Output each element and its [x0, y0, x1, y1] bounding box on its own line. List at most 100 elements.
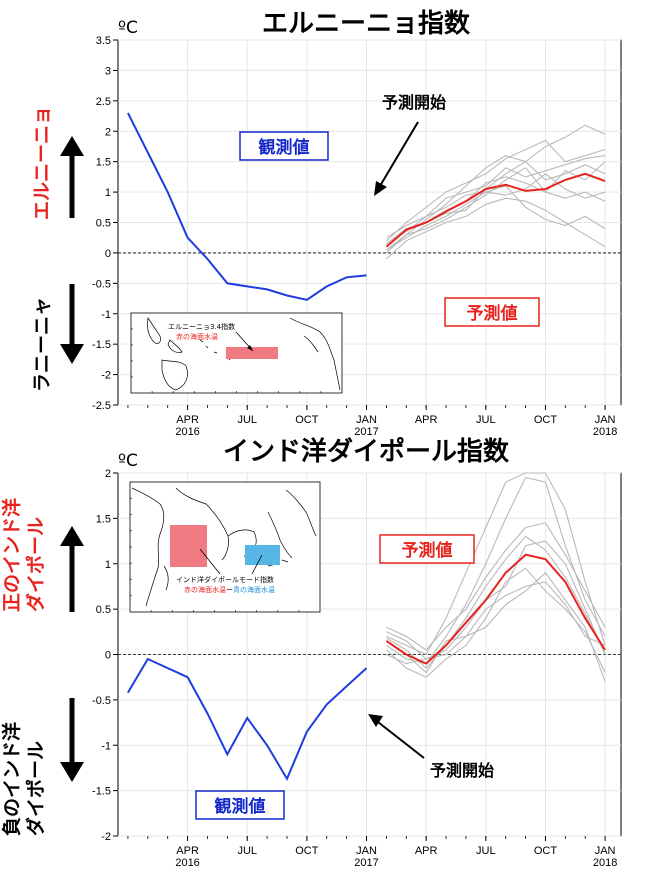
inset-title: エルニーニョ3.4指数	[168, 322, 235, 331]
up-arrow-icon	[60, 526, 84, 546]
forecast-member-line	[386, 535, 606, 669]
y-tick-label: -2	[101, 831, 111, 843]
arrowhead-icon	[374, 181, 387, 196]
x-tick-year: 2017	[354, 857, 378, 869]
forecast-label: 予測値	[467, 303, 518, 324]
forecast-start-arrow	[379, 121, 419, 187]
x-tick-label: JAN	[595, 414, 616, 426]
x-tick-year: 2018	[593, 426, 617, 438]
panel-iod: インド洋ダイポール指数 ºC -2 -1.5 -1 -0.5 0 0.5 1 1.5 2 APR…	[0, 436, 622, 869]
down-arrow-icon	[60, 762, 84, 782]
x-tick-label: APR	[176, 414, 199, 426]
side-annotation-upper: エルニーニョ	[31, 106, 84, 220]
inset-arrow-right	[251, 554, 263, 575]
x-tick-label: OCT	[534, 414, 558, 426]
nino34-inset-map: エルニーニョ3.4指数 赤の海面水温	[130, 312, 343, 394]
inset-title: インド洋ダイポールモード指数	[176, 575, 274, 584]
panel-elnino: エルニーニョ指数 ºC -2.5 -2 -1.5 -1 -0.5 0 0.5 1 1.5 2 2.5…	[31, 9, 622, 438]
forecast-member-line	[386, 197, 606, 260]
forecast-start-arrow	[377, 721, 425, 759]
y-tick-label: -1.5	[92, 786, 111, 798]
forecast-label-box	[444, 297, 540, 327]
x-tick-label: OCT	[295, 414, 319, 426]
arrowhead-icon	[368, 714, 383, 727]
forecast-member-line	[386, 139, 606, 242]
y-tick-label: 2	[105, 126, 111, 138]
inset-caption: 赤の海面水温ー青の海面水温	[184, 585, 275, 594]
y-tick-label: -1.5	[92, 339, 111, 351]
forecast-start-label: 予測開始	[382, 93, 446, 112]
y-tick-label: -2	[101, 370, 111, 382]
forecast-member-line	[386, 155, 606, 245]
x-tick-label: OCT	[295, 845, 319, 857]
x-tick-label: OCT	[534, 845, 558, 857]
western-pole-box	[170, 525, 207, 567]
forecast-label: 予測値	[402, 540, 453, 561]
x-tick-label: JAN	[595, 845, 616, 857]
y-tick-label: 3	[105, 65, 111, 77]
y-tick-label: -2.5	[92, 400, 111, 412]
y-tick-label: -0.5	[92, 278, 111, 290]
x-tick-label: JUL	[476, 414, 496, 426]
chart-title: エルニーニョ指数	[262, 9, 471, 39]
y-unit-label: ºC	[118, 451, 138, 471]
x-tick-year: 2016	[175, 426, 199, 438]
positive-iod-side-label: 正のインド洋 ダイポール	[0, 491, 47, 612]
forecast-member-line	[386, 571, 606, 682]
side-annotation-lower: 負のインド洋 ダイポール	[0, 698, 84, 836]
x-tick-label: JUL	[237, 414, 257, 426]
forecast-label-box	[379, 534, 475, 564]
forecast-member-line	[386, 161, 606, 245]
x-tick-year: 2016	[175, 857, 199, 869]
down-arrow-icon	[60, 344, 84, 364]
ensemble-mean-line	[385, 553, 606, 665]
x-tick-label: JUL	[476, 845, 496, 857]
y-axis: -2 -1.5 -1 -0.5 0 0.5 1 1.5 2	[92, 468, 118, 843]
inset-arrow-left	[199, 548, 221, 575]
y-tick-label: 1.5	[96, 513, 111, 525]
observed-label-box	[195, 790, 285, 820]
x-tick-label: JUL	[237, 845, 257, 857]
iod-inset-map: インド洋ダイポールモード指数 赤の海面水温ー青の海面水温	[129, 481, 321, 613]
inset-ticks	[130, 497, 300, 612]
forecast-member-line	[386, 185, 606, 239]
forecast-members	[386, 472, 606, 682]
observed-label-box	[239, 131, 329, 161]
y-tick-label: 1	[105, 187, 111, 199]
y-tick-label: 0	[105, 650, 111, 662]
x-tick-label: APR	[176, 845, 199, 857]
inset-arrowhead-icon	[247, 345, 253, 351]
forecast-member-line	[386, 173, 606, 251]
observed-line	[127, 657, 368, 782]
y-unit-label: ºC	[118, 18, 138, 38]
x-tick-label: APR	[415, 845, 438, 857]
x-tick-year: 2017	[354, 426, 378, 438]
y-tick-label: 1	[105, 559, 111, 571]
observed-line	[127, 112, 367, 301]
side-annotation-upper: 正のインド洋 ダイポール	[0, 491, 84, 612]
eastern-pole-box	[245, 545, 280, 565]
y-tick-label: 2	[105, 468, 111, 480]
x-tick-year: 2018	[593, 857, 617, 869]
y-tick-label: -0.5	[92, 695, 111, 707]
x-tick-label: JAN	[356, 845, 377, 857]
elnino-side-label: エルニーニョ	[31, 106, 53, 220]
negative-iod-side-label: 負のインド洋 ダイポール	[0, 715, 47, 836]
nino34-region-box	[226, 347, 278, 359]
ensemble-mean-line	[385, 172, 606, 248]
forecast-member-line	[386, 522, 606, 651]
forecast-member-line	[386, 567, 606, 678]
y-tick-label: 2.5	[96, 96, 111, 108]
inset-ticks	[131, 328, 322, 393]
forecast-start-label: 予測開始	[430, 761, 494, 780]
y-tick-label: 1.5	[96, 157, 111, 169]
up-arrow-icon	[60, 136, 84, 156]
forecast-member-line	[386, 472, 606, 656]
y-tick-label: 0.5	[96, 218, 111, 230]
x-tick-label: APR	[415, 414, 438, 426]
inset-caption: 赤の海面水温	[176, 332, 218, 341]
forecast-member-line	[386, 124, 606, 254]
y-tick-label: 0	[105, 248, 111, 260]
